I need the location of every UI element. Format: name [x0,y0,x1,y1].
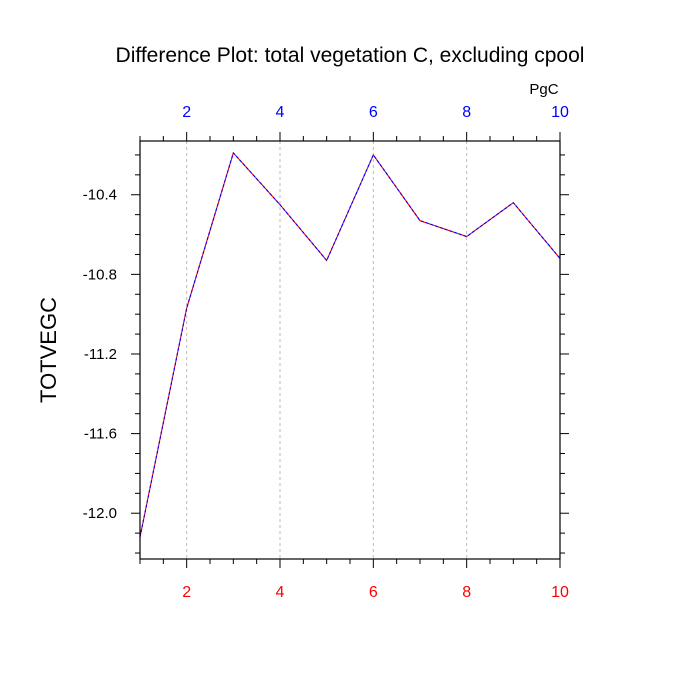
x-tick-label-bottom-0: 2 [182,584,191,601]
x-tick-label-bottom-3: 8 [462,584,471,601]
chart-title: Difference Plot: total vegetation C, exc… [116,44,585,67]
axis-ticks [131,132,569,568]
y-tick-label-0: -12.0 [83,505,117,522]
y-tick-label-1: -11.6 [84,426,117,443]
plot-frame [139,140,561,560]
grid-lines [186,141,468,559]
x-tick-label-bottom-1: 4 [276,584,285,601]
x-tick-label-top-2: 6 [369,104,378,121]
y-tick-label-4: -10.4 [83,187,117,204]
y-tick-label-3: -10.8 [83,266,117,283]
x-tick-label-top-3: 8 [462,104,471,121]
x-tick-label-top-4: 10 [551,104,569,121]
x-tick-label-top-0: 2 [182,104,191,121]
y-axis-label: TOTVEGC [36,297,61,403]
series-line-0 [139,151,561,538]
y-tick-label-2: -11.2 [84,346,117,363]
series-layer [139,151,561,538]
x-tick-label-bottom-4: 10 [551,584,569,601]
units-label: PgC [529,81,558,98]
tick-labels: 2 2 4 4 6 6 8 8 10 10 -12.0 -11.6 -11.2 -10.8 -10.4 [83,104,569,601]
series-line-overlay-0 [139,151,561,538]
x-tick-label-bottom-2: 6 [369,584,378,601]
x-tick-label-top-1: 4 [276,104,285,121]
